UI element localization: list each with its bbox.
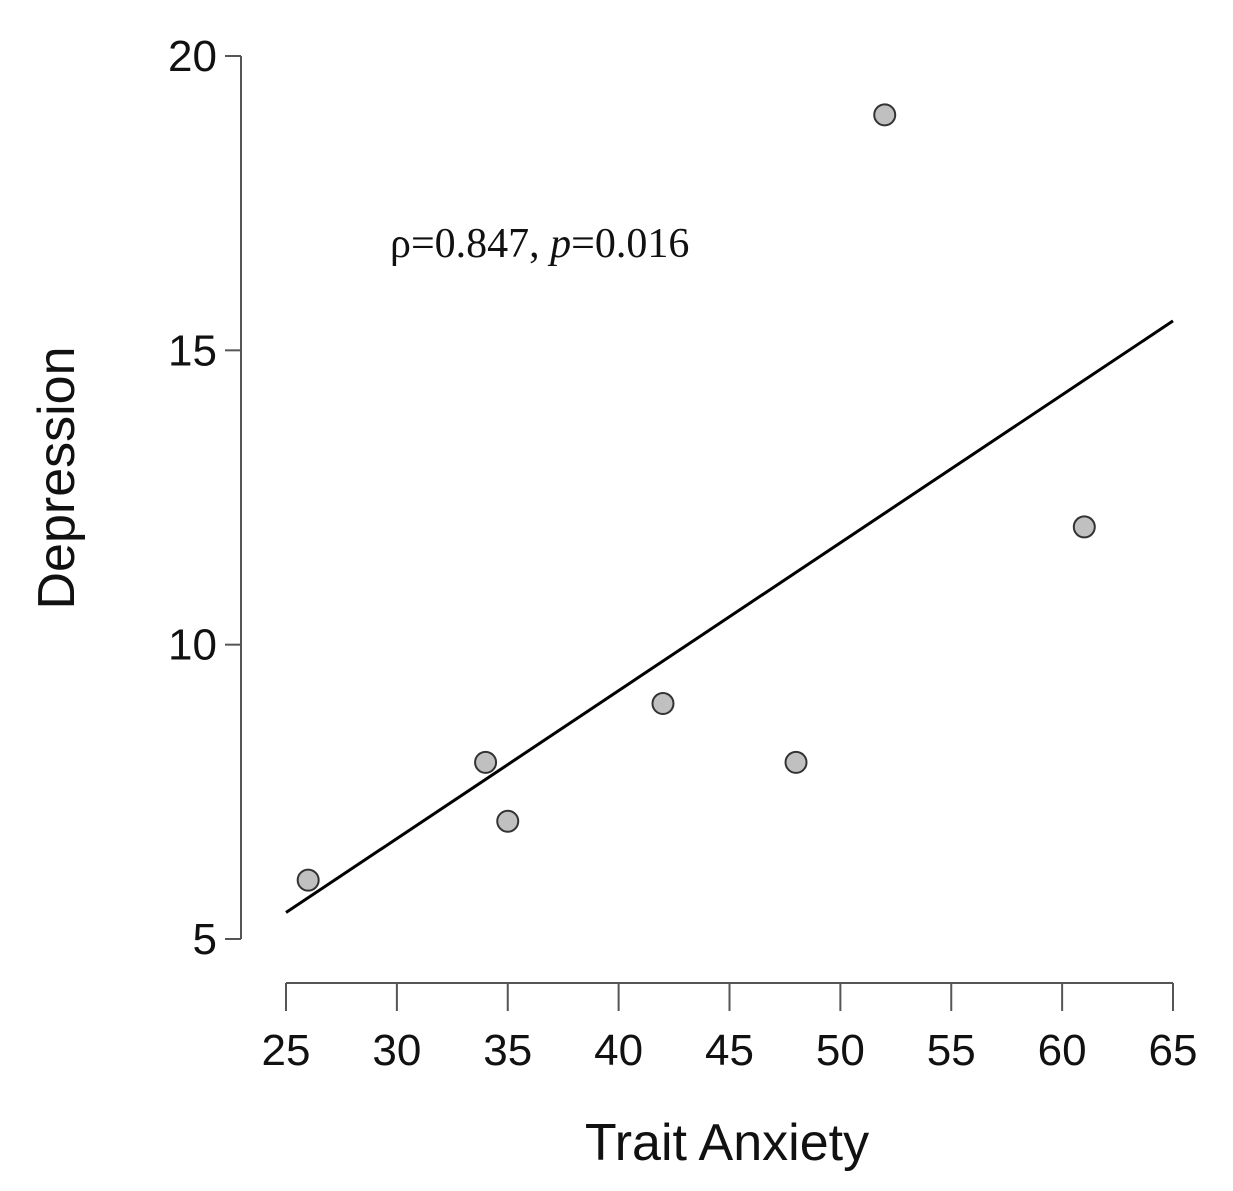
y-tick-label: 10 [168,621,217,670]
x-tick-label: 40 [594,1026,643,1075]
y-axis-title: Depression [28,346,86,609]
p-value: =0.016 [571,221,689,267]
x-tick-label: 45 [705,1026,754,1075]
points-layer [296,103,1096,892]
x-tick-label: 35 [483,1026,532,1075]
y-axis: 5 10 15 20 [168,32,242,964]
fit-line-layer [285,319,1174,914]
rho-label: ρ=0.847, [390,221,550,267]
y-tick-label: 20 [168,32,217,81]
data-point [474,750,498,774]
data-point [496,809,520,833]
y-tick-label: 15 [168,326,217,375]
p-label: p [547,221,571,267]
data-point [296,868,320,892]
x-axis: 25 30 35 40 45 50 55 60 65 [262,982,1198,1075]
x-axis-title: Trait Anxiety [585,1114,869,1172]
regression-line [285,319,1174,914]
x-tick-label: 50 [816,1026,865,1075]
data-point [1072,515,1096,539]
x-tick-label: 25 [262,1026,311,1075]
correlation-annotation: ρ=0.847, p=0.016 [390,221,689,267]
data-point [784,750,808,774]
y-tick-label: 5 [193,915,217,964]
x-tick-label: 30 [372,1026,421,1075]
data-point [651,692,675,716]
x-tick-label: 65 [1149,1026,1198,1075]
x-tick-label: 60 [1038,1026,1087,1075]
x-tick-label: 55 [927,1026,976,1075]
data-point [873,103,897,127]
